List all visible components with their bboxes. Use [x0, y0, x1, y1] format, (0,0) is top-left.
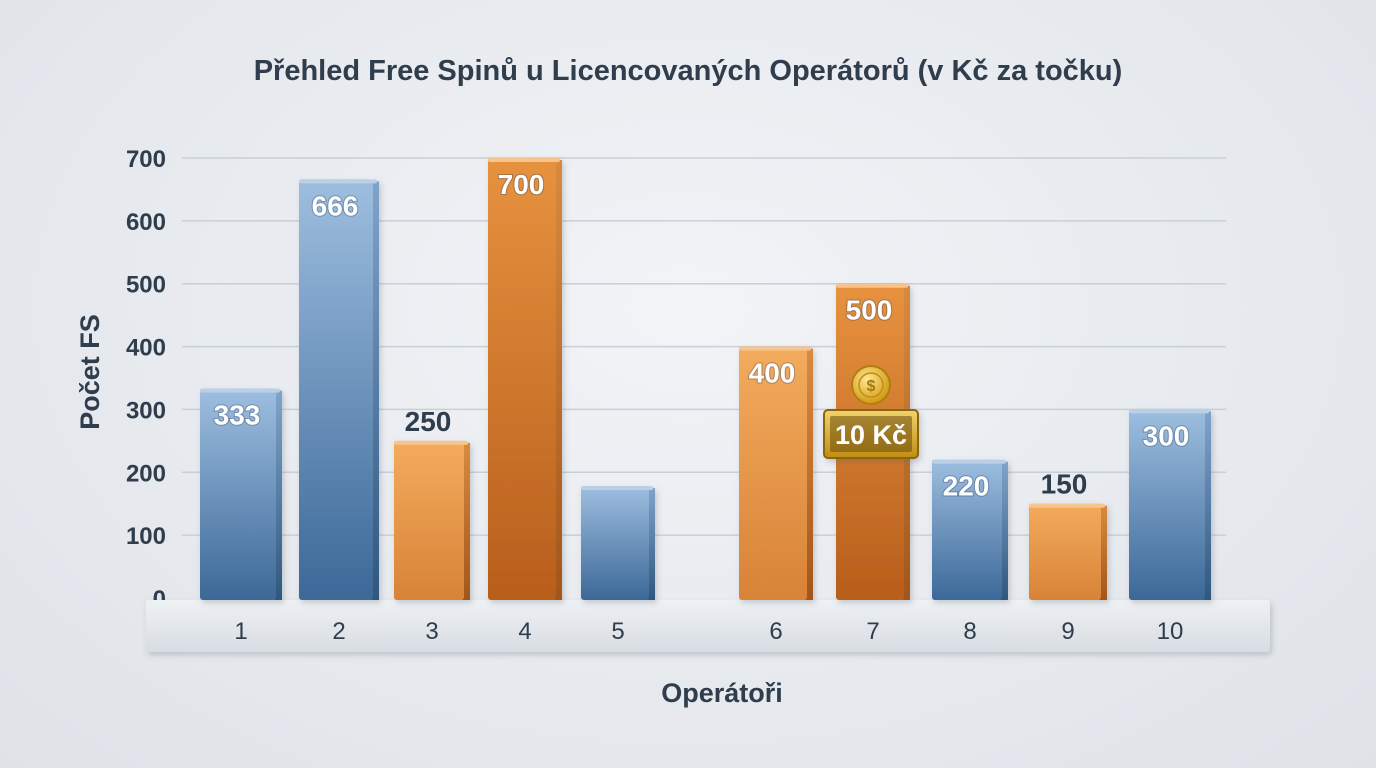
- bars: [200, 158, 1211, 600]
- x-tick-label: 4: [518, 618, 531, 645]
- coin-icon: $: [851, 365, 891, 405]
- bar: [394, 440, 464, 600]
- highlight-badge: $10 Kč: [823, 365, 919, 459]
- x-axis-base: [146, 600, 1270, 652]
- y-tick-label: 100: [126, 523, 166, 550]
- bar-3: [394, 440, 470, 600]
- bar: [488, 158, 556, 600]
- y-tick-label: 600: [126, 209, 166, 236]
- bar-side: [1000, 461, 1008, 600]
- bar-side: [274, 390, 282, 600]
- y-axis-title: Počet FS: [75, 314, 105, 430]
- data-label: 220: [943, 471, 990, 502]
- bar-top: [394, 440, 468, 445]
- bar-side: [1099, 505, 1107, 600]
- data-label: 300: [1143, 420, 1190, 451]
- bar-2: [299, 179, 379, 600]
- data-label: 666: [312, 190, 359, 221]
- data-label: 400: [749, 358, 796, 389]
- y-tick-label: 200: [126, 460, 166, 487]
- x-tick-label: 8: [963, 618, 976, 645]
- data-label: 250: [405, 406, 452, 437]
- bar: [739, 346, 807, 600]
- bar-side: [805, 348, 813, 600]
- y-tick-label: 500: [126, 272, 166, 299]
- x-axis-title: Operátoři: [661, 678, 783, 708]
- y-tick-label: 700: [126, 146, 166, 173]
- bar-top: [200, 388, 280, 393]
- y-tick-label: 400: [126, 335, 166, 362]
- bar-side: [1203, 411, 1211, 600]
- x-tick-label: 7: [866, 618, 879, 645]
- x-tick-label: 1: [234, 618, 247, 645]
- bar-8: [932, 459, 1008, 600]
- bar-1: [200, 388, 282, 600]
- x-axis-ticks: 1 2 3 4 5 6 7 8 9 10: [234, 618, 1183, 645]
- x-tick-label: 6: [769, 618, 782, 645]
- price-badge: 10 Kč: [823, 409, 919, 459]
- data-label: 500: [846, 295, 893, 326]
- bar-side: [371, 181, 379, 600]
- bar: [299, 179, 373, 600]
- bar-6: [739, 346, 813, 600]
- coin-symbol: $: [867, 378, 876, 395]
- bar-10: [1129, 409, 1211, 600]
- bar-top: [1129, 409, 1209, 414]
- x-tick-label: 10: [1157, 618, 1184, 645]
- bar-4: [488, 158, 562, 600]
- bar: [1029, 503, 1101, 600]
- data-label: 333: [214, 400, 261, 431]
- bar: [200, 388, 276, 600]
- x-tick-label: 2: [332, 618, 345, 645]
- bar: [1129, 409, 1205, 600]
- bar-9: [1029, 503, 1107, 600]
- data-labels: 333 666 250 700 400 500 220 150 300: [213, 168, 1191, 503]
- data-label: 700: [498, 169, 545, 200]
- x-tick-label: 3: [425, 618, 438, 645]
- chart-title: Přehled Free Spinů u Licencovaných Operá…: [254, 55, 1123, 87]
- bar: [581, 486, 649, 600]
- bar-side: [554, 160, 562, 600]
- bar-5: [581, 486, 655, 600]
- bar-top: [739, 346, 811, 351]
- bar-top: [488, 158, 560, 162]
- data-label: 150: [1041, 469, 1088, 500]
- bar-side: [462, 442, 470, 600]
- y-tick-label: 300: [126, 397, 166, 424]
- bar-top: [299, 179, 377, 184]
- bar-top: [932, 459, 1006, 464]
- bar-top: [836, 283, 908, 288]
- bar-top: [581, 486, 653, 491]
- price-badge-label: 10 Kč: [835, 420, 907, 450]
- x-tick-label: 5: [611, 618, 624, 645]
- bar-side: [647, 488, 655, 600]
- x-tick-label: 9: [1061, 618, 1074, 645]
- bar-top: [1029, 503, 1105, 508]
- bar: [932, 459, 1002, 600]
